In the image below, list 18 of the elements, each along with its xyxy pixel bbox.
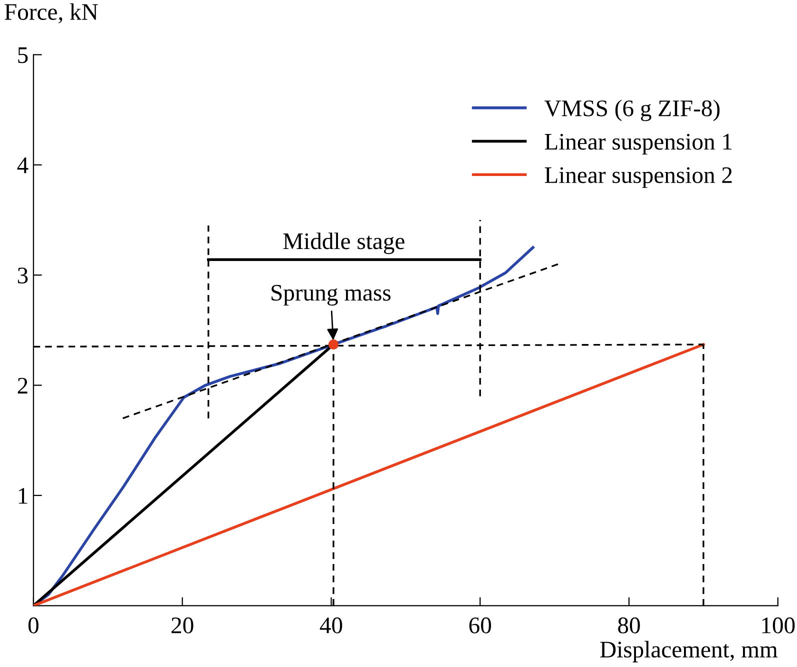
y-tick-label: 2 xyxy=(18,378,28,394)
y-tick-label: 3 xyxy=(18,268,28,284)
x-tick-label: 0 xyxy=(28,617,38,634)
x-tick-label: 100 xyxy=(762,617,795,634)
annotation: Middle stage xyxy=(283,232,404,254)
annotation: Sprung mass xyxy=(272,284,391,306)
x-tick-label: 80 xyxy=(618,617,640,634)
y-tick-label: 5 xyxy=(18,47,28,64)
x-tick-label: 60 xyxy=(469,617,492,634)
legend-label: Linear suspension 1 xyxy=(544,134,732,155)
legend-label: Linear suspension 2 xyxy=(544,167,732,188)
x-tick-label: 40 xyxy=(320,617,342,634)
legend-label: VMSS (6 g ZIF-8) xyxy=(544,100,720,122)
x-axis-title: Displacement, mm xyxy=(600,640,778,662)
y-tick-label: 1 xyxy=(18,488,28,504)
y-axis-title: Force, kN xyxy=(4,3,98,24)
x-tick-label: 20 xyxy=(172,617,194,634)
y-tick-label: 4 xyxy=(17,158,28,174)
